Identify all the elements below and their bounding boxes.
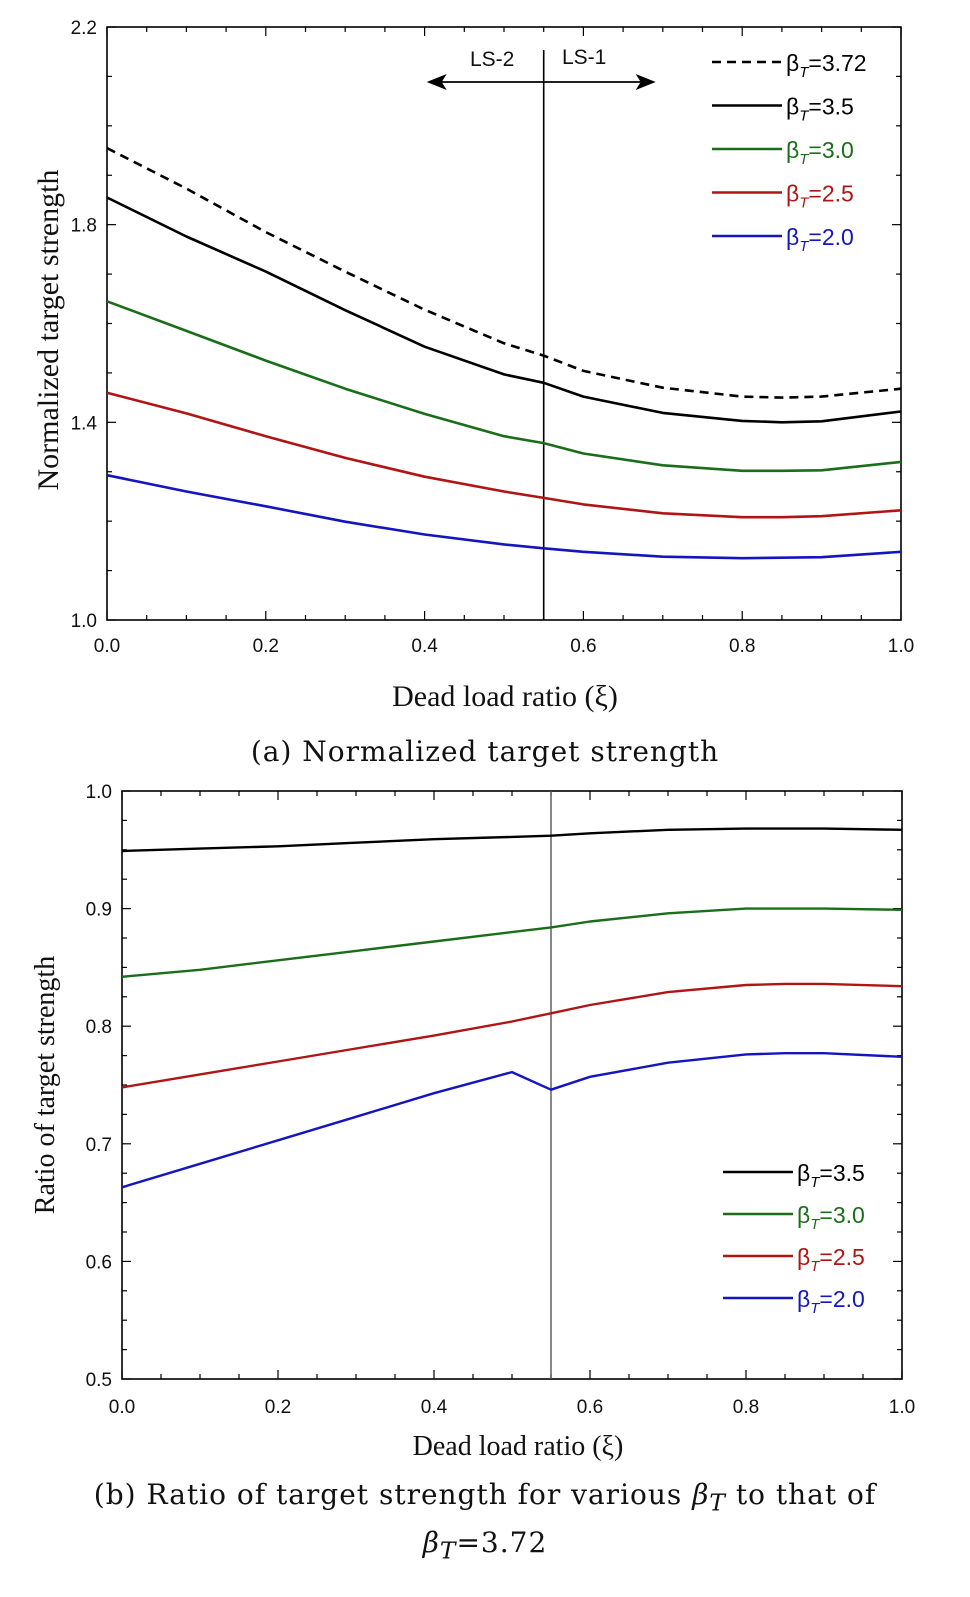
legend-label: βT=3.5 (797, 1160, 865, 1191)
x-tick-label: 0.6 (577, 1397, 603, 1418)
series-line (121, 827, 903, 853)
y-tick-label: 1.0 (71, 611, 97, 632)
x-tick-label: 1.0 (888, 636, 914, 657)
xlabel-a: Dead load ratio (ξ) (392, 680, 618, 713)
caption-b-sub: T (709, 1488, 726, 1517)
series-line (106, 391, 902, 519)
x-tick-label: 0.0 (94, 636, 120, 657)
y-tick-label: 1.0 (86, 782, 112, 803)
ylabel-a: Normalized target strength (32, 169, 65, 490)
y-tick-label: 0.6 (86, 1252, 112, 1273)
caption-b-to: to that of (725, 1478, 877, 1511)
chart-b: 0.0 0.2 0.4 0.6 0.8 1.0 0.5 0.6 0.7 0.8 0.9 1.0 βT=… (30, 782, 915, 1462)
x-tick-label: 0.6 (570, 636, 596, 657)
series-line (106, 196, 902, 424)
ls1-arrowhead (635, 74, 656, 90)
y-tick-label: 1.8 (71, 216, 97, 237)
x-tick-label: 0.4 (411, 636, 438, 657)
legend-label: βT=2.5 (786, 181, 854, 212)
caption-b-text: (b) Ratio of target strength for various (93, 1478, 693, 1511)
series-line (106, 473, 902, 560)
series-line (121, 982, 903, 1089)
caption-b-val: =3.72 (456, 1525, 548, 1559)
y-tick-label: 0.7 (86, 1135, 112, 1156)
annotation-ls1: LS-1 (562, 46, 606, 69)
x-tick-label: 0.2 (265, 1397, 291, 1418)
y-tick-label: 0.8 (86, 1017, 112, 1038)
series-line (121, 907, 903, 978)
y-tick-label: 2.2 (71, 18, 97, 39)
legend-label: βT=3.0 (786, 137, 854, 168)
caption-b-sub2: T (439, 1536, 457, 1565)
legend-label: βT=3.72 (786, 50, 867, 81)
legend-label: βT=2.5 (797, 1244, 865, 1275)
plot-frame (106, 26, 902, 621)
x-tick-label: 0.4 (421, 1397, 448, 1418)
caption-b-beta: β (692, 1478, 710, 1511)
y-tick-label: 1.4 (71, 413, 98, 434)
x-tick-label: 1.0 (889, 1397, 915, 1418)
caption-b: (b) Ratio of target strength for various… (0, 1475, 970, 1570)
x-tick-label: 0.0 (109, 1397, 135, 1418)
plot-frame (121, 790, 903, 1380)
ylabel-b: Ratio of target strength (30, 956, 61, 1214)
chart-a: 0.0 0.2 0.4 0.6 0.8 1.0 1.0 1.4 1.8 2.2 βT=3.72 βT… (32, 18, 914, 713)
xlabel-b: Dead load ratio (ξ) (413, 1431, 624, 1462)
x-tick-label: 0.8 (729, 636, 755, 657)
annotation-ls2: LS-2 (470, 48, 514, 71)
legend-label: βT=3.0 (797, 1202, 865, 1233)
ls2-arrowhead (426, 74, 447, 90)
legend-label: βT=2.0 (797, 1286, 865, 1317)
y-tick-label: 0.5 (86, 1370, 112, 1391)
legend-label: βT=3.5 (786, 94, 854, 125)
x-tick-label: 0.8 (733, 1397, 759, 1418)
caption-a: (a) Normalized target strength (250, 735, 720, 768)
series-line (106, 300, 902, 473)
y-tick-label: 0.9 (86, 900, 112, 921)
legend-label: βT=2.0 (786, 224, 854, 255)
x-tick-label: 0.2 (253, 636, 279, 657)
series-line (106, 146, 902, 399)
caption-b-beta2: β (422, 1525, 440, 1559)
series-line (121, 1052, 903, 1189)
